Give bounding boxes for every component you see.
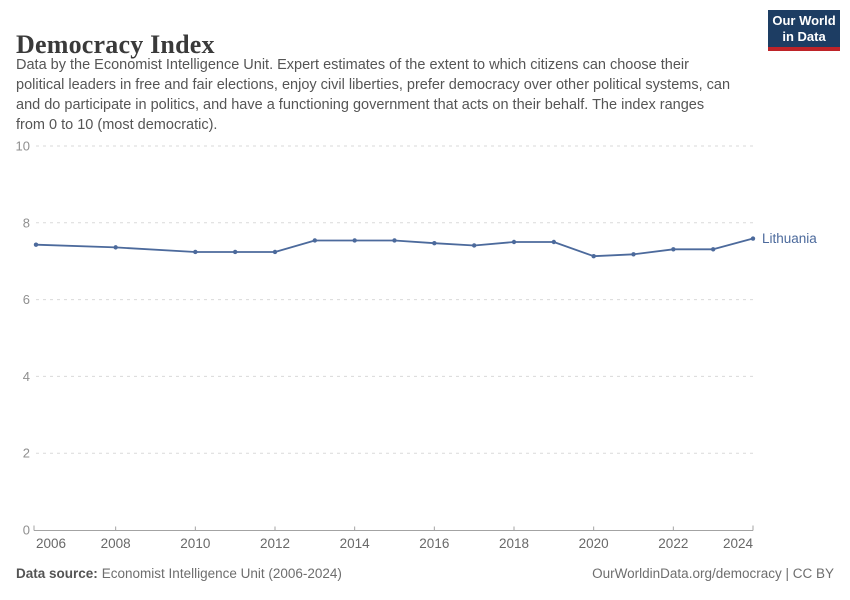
data-point-2023[interactable] xyxy=(710,247,716,252)
page-title: Democracy Index xyxy=(16,30,215,60)
data-point-2008[interactable] xyxy=(113,245,118,250)
data-point-2022[interactable] xyxy=(671,247,676,252)
data-point-2020[interactable] xyxy=(591,254,596,259)
x-axis-tick-label: 2022 xyxy=(658,536,688,551)
x-axis-tick-label: 2008 xyxy=(101,536,131,551)
subtitle-line: political leaders in free and fair elect… xyxy=(16,77,731,93)
data-point-2021[interactable] xyxy=(631,252,636,257)
data-point-2011[interactable] xyxy=(232,249,238,255)
chart-footer: Data source: Economist Intelligence Unit … xyxy=(16,566,834,581)
x-axis-tick-label: 2020 xyxy=(579,536,609,551)
y-axis-tick-label: 0 xyxy=(23,523,30,538)
subtitle-line: Data by the Economist Intelligence Unit.… xyxy=(16,57,689,73)
data-source-label: Data source: xyxy=(16,566,98,581)
owid-logo-line2: in Data xyxy=(782,29,826,44)
x-axis-tick-label: 2010 xyxy=(180,536,210,551)
data-source-value: Economist Intelligence Unit (2006-2024) xyxy=(101,566,342,581)
y-axis-tick-label: 2 xyxy=(23,446,30,461)
data-source-note: Data source: Economist Intelligence Unit … xyxy=(16,566,342,581)
series-label-lithuania[interactable]: Lithuania xyxy=(762,231,817,246)
x-axis-tick-label: 2014 xyxy=(340,536,371,551)
data-point-2013[interactable] xyxy=(312,238,318,243)
data-point-2019[interactable] xyxy=(551,239,557,245)
data-point-2017[interactable] xyxy=(471,243,477,248)
x-axis-tick-label: 2018 xyxy=(499,536,529,551)
data-point-2006[interactable] xyxy=(33,242,39,247)
x-axis-tick-label: 2016 xyxy=(419,536,449,551)
data-point-2012[interactable] xyxy=(272,249,278,255)
data-point-2015[interactable] xyxy=(392,238,397,243)
subtitle-line: from 0 to 10 (most democratic). xyxy=(16,117,218,133)
data-point-2024[interactable] xyxy=(750,236,756,241)
y-axis-tick-label: 4 xyxy=(23,369,30,384)
x-axis-tick-label: 2006 xyxy=(36,536,66,551)
x-axis-tick-label: 2012 xyxy=(260,536,290,551)
data-point-2016[interactable] xyxy=(432,240,437,246)
data-point-2010[interactable] xyxy=(193,249,198,255)
y-axis-tick-label: 10 xyxy=(16,139,30,154)
owid-logo-line1: Our World xyxy=(772,13,836,28)
subtitle-line: and do participate in politics, and have… xyxy=(16,97,705,113)
y-axis-tick-label: 8 xyxy=(23,215,30,230)
chart-subtitle: Data by the Economist Intelligence Unit.… xyxy=(16,55,730,135)
owid-logo[interactable]: Our World in Data xyxy=(768,10,840,51)
data-point-2014[interactable] xyxy=(352,238,357,243)
x-axis-tick-label: 2024 xyxy=(723,536,754,551)
y-axis-tick-label: 6 xyxy=(23,292,30,307)
license-note[interactable]: OurWorldinData.org/democracy | CC BY xyxy=(592,566,834,581)
data-point-2018[interactable] xyxy=(511,239,517,245)
